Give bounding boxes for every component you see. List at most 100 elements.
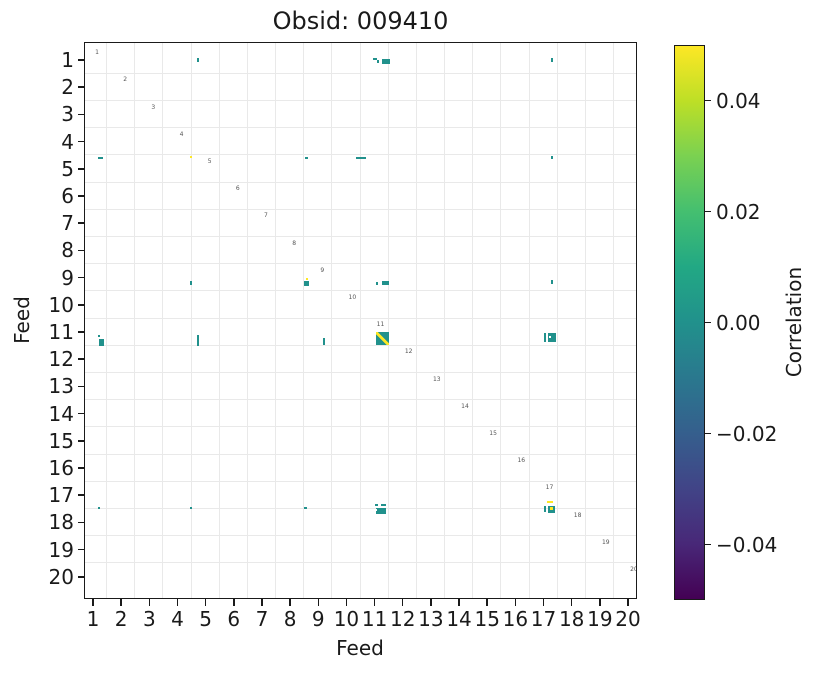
y-axis-tick — [77, 494, 84, 496]
correlation-mark — [196, 58, 199, 63]
diagonal-feed-label: 12 — [404, 348, 413, 356]
gridline-vertical — [584, 43, 586, 598]
x-axis-tick-label: 8 — [283, 607, 297, 631]
x-axis-tick-label: 4 — [171, 607, 184, 631]
x-axis-tick-label: 10 — [333, 607, 360, 631]
x-axis-tick — [430, 599, 432, 606]
correlation-mark — [304, 506, 308, 509]
diagonal-feed-label: 4 — [179, 130, 184, 138]
gridline-horizontal — [85, 344, 636, 346]
gridline-horizontal — [85, 426, 636, 428]
y-axis-tick — [77, 331, 84, 333]
correlation-mark — [323, 338, 326, 346]
correlation-mark — [376, 281, 379, 285]
diagonal-feed-label: 15 — [489, 429, 497, 437]
gridline-horizontal — [85, 453, 636, 455]
y-axis-tick-label: 8 — [61, 238, 74, 263]
gridline-vertical — [613, 43, 615, 598]
x-axis-tick — [120, 599, 122, 606]
x-axis-tick — [486, 599, 488, 606]
x-axis-tick-label: 9 — [311, 607, 325, 631]
gridline-vertical — [387, 43, 389, 598]
gridline-vertical — [162, 43, 164, 598]
diagonal-feed-label: 20 — [630, 565, 637, 573]
gridline-horizontal — [85, 317, 636, 319]
y-axis-tick-label: 5 — [61, 156, 74, 181]
colorbar-tick-label: −0.02 — [716, 421, 778, 446]
correlation-mark — [305, 157, 309, 160]
y-axis-tick-label: 15 — [48, 428, 74, 453]
y-axis-tick — [77, 576, 84, 578]
correlation-mark — [546, 501, 553, 504]
gridline-vertical — [218, 43, 220, 598]
y-axis-tick — [77, 467, 84, 469]
y-axis-tick-label: 14 — [48, 401, 74, 426]
y-axis-tick — [77, 412, 84, 415]
x-axis-tick — [233, 599, 235, 606]
x-axis-tick-label: 16 — [502, 607, 529, 631]
y-axis-tick-label: 2 — [61, 75, 74, 100]
gridline-horizontal — [85, 507, 636, 509]
gridline-vertical — [303, 43, 305, 598]
colorbar — [674, 45, 705, 600]
correlation-mark — [190, 281, 193, 286]
gridline-vertical — [528, 43, 530, 598]
x-axis-tick — [570, 599, 573, 606]
gridline-vertical — [106, 43, 108, 598]
gridline-vertical — [190, 43, 192, 598]
gridline-horizontal — [85, 480, 636, 482]
correlation-mark — [381, 59, 390, 65]
diagonal-feed-label: 19 — [601, 538, 610, 546]
gridline-vertical — [331, 43, 333, 598]
x-axis-tick-label: 18 — [558, 607, 585, 631]
x-axis-tick — [176, 599, 179, 606]
correlation-mark — [380, 504, 386, 507]
colorbar-tick-label: −0.04 — [716, 532, 778, 557]
y-axis-tick — [77, 195, 84, 197]
correlation-mark — [382, 281, 389, 286]
y-axis-tick — [77, 358, 84, 360]
diagonal-feed-label: 10 — [348, 293, 357, 301]
correlation-mark — [375, 507, 386, 514]
y-axis-tick-label: 19 — [48, 537, 74, 562]
y-axis-tick — [77, 249, 84, 252]
correlation-mark — [304, 281, 310, 287]
y-axis-tick — [77, 276, 84, 279]
x-axis-tick — [148, 599, 151, 606]
correlation-mark — [549, 507, 553, 511]
y-axis-tick — [77, 548, 84, 551]
x-axis-tick-label: 12 — [390, 607, 416, 631]
x-axis-tick-label: 20 — [615, 607, 641, 631]
correlation-mark — [375, 332, 389, 346]
diagonal-feed-label: 9 — [320, 266, 325, 274]
x-axis-tick-label: 5 — [199, 607, 212, 631]
correlation-mark — [98, 335, 101, 338]
correlation-mark — [550, 58, 553, 63]
x-axis-tick — [373, 599, 376, 606]
correlation-mark — [376, 60, 379, 64]
x-axis-tick-label: 6 — [227, 607, 241, 631]
correlation-mark — [196, 335, 199, 347]
colorbar-tick — [705, 210, 711, 213]
y-axis-tick-label: 7 — [61, 211, 74, 236]
x-axis-tick-label: 17 — [530, 607, 557, 631]
x-axis-label: Feed — [336, 636, 384, 660]
gridline-horizontal — [85, 399, 636, 401]
diagonal-feed-label: 5 — [207, 157, 212, 165]
x-axis-tick-label: 3 — [142, 607, 156, 631]
diagonal-feed-label: 6 — [235, 185, 240, 193]
diagonal-feed-label: 1 — [95, 49, 99, 57]
diagonal-feed-label: 7 — [264, 212, 268, 220]
y-axis-tick — [77, 86, 84, 88]
gridline-vertical — [415, 43, 417, 598]
y-axis-tick — [77, 59, 84, 61]
diagonal-feed-label: 14 — [461, 402, 469, 410]
x-axis-tick — [92, 599, 94, 606]
x-axis-tick-label: 2 — [114, 607, 128, 631]
gridline-vertical — [359, 43, 361, 598]
correlation-mark — [374, 504, 378, 507]
x-axis-tick — [542, 599, 545, 606]
y-axis-tick-label: 16 — [48, 456, 74, 480]
correlation-mark — [550, 280, 553, 285]
